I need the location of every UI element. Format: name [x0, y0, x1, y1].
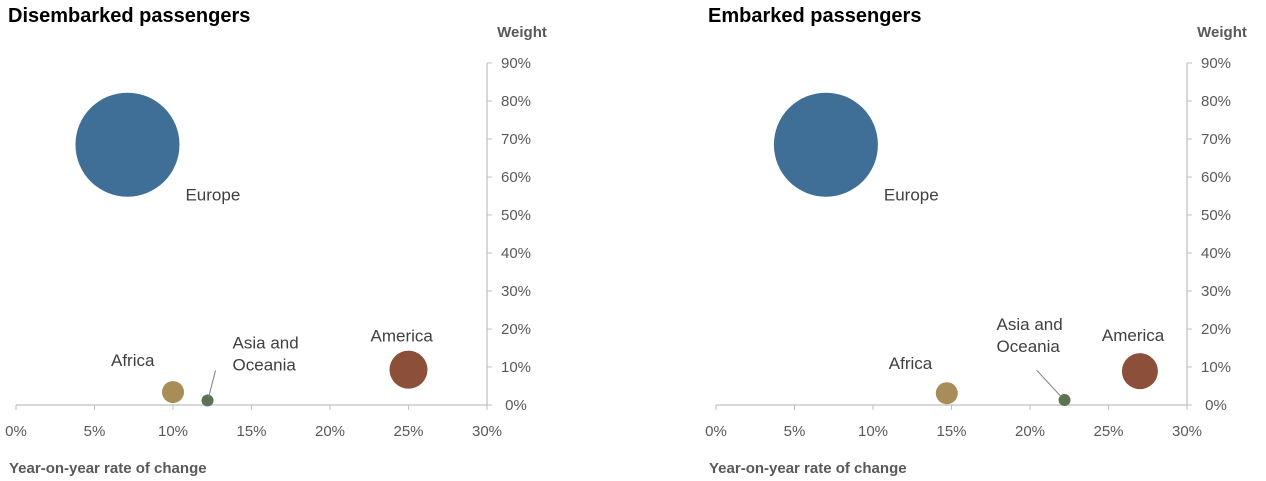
x-axis-title: Year-on-year rate of change: [709, 460, 907, 477]
y-tick-label: 60%: [1201, 169, 1231, 186]
bubble-label-asia-and-oceania: Asia and Oceania: [997, 315, 1063, 356]
x-tick-label: 25%: [393, 423, 423, 440]
chart-disembarked: Disembarked passengers 0% 5% 10% 15% 20% 25% 3…: [0, 0, 620, 481]
bubble-asia-and-oceania: [201, 394, 214, 407]
bubble-europe: [773, 92, 878, 197]
bubble-label-europe: Europe: [884, 186, 939, 205]
chart-title: Disembarked passengers: [8, 5, 251, 27]
y-tick-label: 10%: [501, 359, 531, 376]
x-tick-label: 30%: [472, 423, 502, 440]
x-tick-label: 0%: [705, 423, 727, 440]
y-tick-label: 80%: [1201, 93, 1231, 110]
bubble-label-asia-and-oceania: Asia and Oceania: [233, 333, 299, 374]
x-tick-label: 10%: [858, 423, 888, 440]
y-tick-label: 70%: [1201, 131, 1231, 148]
y-tick-label: 30%: [1201, 283, 1231, 300]
chart-embarked: Embarked passengers 0% 5% 10% 15% 20% 25% 30% 0…: [700, 0, 1266, 481]
bubble-europe: [75, 92, 180, 197]
x-tick-label: 0%: [5, 423, 27, 440]
x-tick-label: 20%: [315, 423, 345, 440]
y-tick-label: 80%: [501, 93, 531, 110]
y-tick-label: 90%: [1201, 55, 1231, 72]
x-tick-label: 30%: [1172, 423, 1202, 440]
y-tick-label: 90%: [501, 55, 531, 72]
leader-line: [1036, 369, 1062, 398]
y-axis-title: Weight: [1197, 24, 1247, 41]
y-axis-title: Weight: [497, 24, 547, 41]
y-tick-label: 20%: [501, 321, 531, 338]
y-tick-label: 50%: [1201, 207, 1231, 224]
x-tick-label: 20%: [1015, 423, 1045, 440]
y-tick-label: 40%: [1201, 245, 1231, 262]
bubble-africa: [935, 382, 958, 405]
x-tick-label: 10%: [158, 423, 188, 440]
x-tick-label: 15%: [936, 423, 966, 440]
bubble-chart: 0% 5% 10% 15% 20% 25% 30%0%10%20%30%40%50%60%7…: [705, 24, 1247, 477]
bubble-asia-and-oceania: [1058, 394, 1071, 407]
y-tick-label: 60%: [501, 169, 531, 186]
x-tick-label: 25%: [1093, 423, 1123, 440]
x-tick-label: 5%: [784, 423, 806, 440]
bubble-america: [1121, 353, 1158, 390]
y-tick-label: 50%: [501, 207, 531, 224]
bubble-label-america: America: [371, 327, 434, 346]
y-tick-label: 30%: [501, 283, 531, 300]
y-tick-label: 40%: [501, 245, 531, 262]
leader-line: [208, 370, 217, 398]
bubble-africa: [162, 381, 184, 404]
bubble-america: [389, 350, 428, 389]
x-tick-label: 15%: [236, 423, 266, 440]
x-tick-label: 5%: [84, 423, 106, 440]
y-tick-label: 70%: [501, 131, 531, 148]
y-tick-label: 0%: [1205, 397, 1227, 414]
bubble-label-africa: Africa: [889, 354, 933, 373]
y-tick-label: 20%: [1201, 321, 1231, 338]
y-tick-label: 10%: [1201, 359, 1231, 376]
x-axis-title: Year-on-year rate of change: [9, 460, 207, 477]
bubble-label-europe: Europe: [185, 186, 240, 205]
chart-title: Embarked passengers: [708, 5, 922, 27]
bubble-label-america: America: [1102, 326, 1165, 345]
y-tick-label: 0%: [505, 397, 527, 414]
bubble-label-africa: Africa: [111, 351, 155, 370]
bubble-chart: 0% 5% 10% 15% 20% 25% 30%0%10%20%30%40%50%60%7…: [5, 24, 547, 477]
